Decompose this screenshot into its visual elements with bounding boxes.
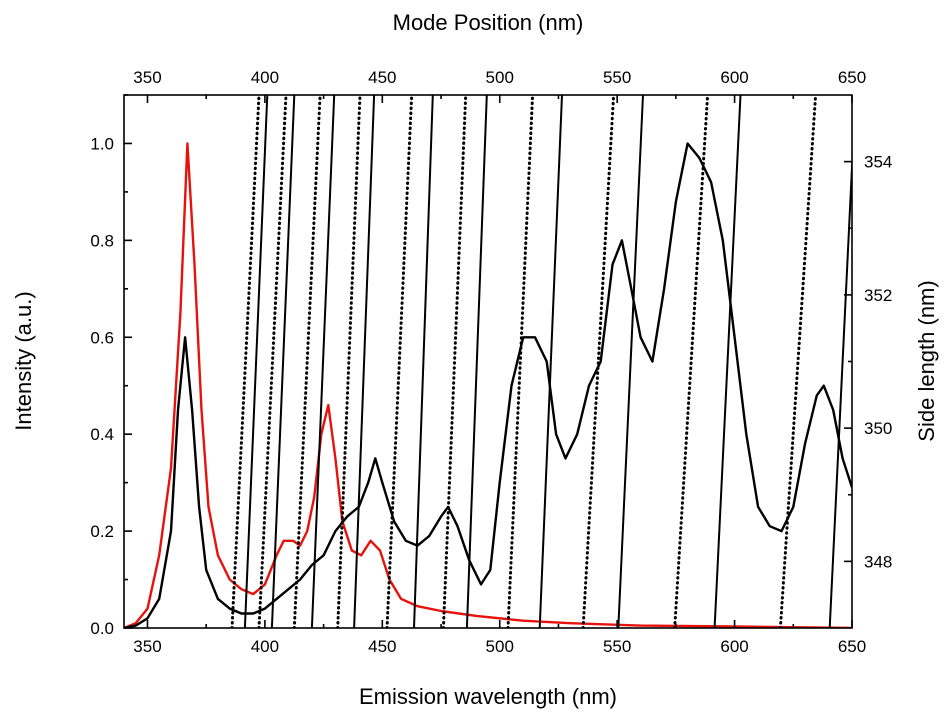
x2-axis-title: Mode Position (nm): [393, 10, 584, 35]
y-tick-label-5: 1.0: [90, 134, 114, 153]
x2-tick-label-5: 600: [720, 68, 748, 87]
spectrum-line-1: [124, 142, 852, 628]
mode-line-2-solid: [270, 95, 296, 628]
x-tick-label-0: 350: [133, 637, 161, 656]
x2-tick-label-2: 450: [368, 68, 396, 87]
mode-line-19-dotted: [673, 95, 710, 628]
x2-tick-label-4: 550: [603, 68, 631, 87]
series-layer: [124, 95, 852, 628]
y-tick-label-2: 0.4: [90, 425, 114, 444]
y2-tick-label-1: 350: [864, 419, 892, 438]
x-tick-label-4: 550: [603, 637, 631, 656]
mode-line-18-dotted: [581, 95, 616, 628]
y-tick-label-0: 0.0: [90, 619, 114, 638]
mode-line-8-solid: [617, 95, 644, 628]
mode-line-20-dotted: [778, 95, 818, 628]
y2-tick-label-0: 348: [864, 552, 892, 571]
x-tick-label-5: 600: [720, 637, 748, 656]
mode-line-12-dotted: [257, 95, 288, 628]
y2-tick-label-3: 354: [864, 153, 892, 172]
mode-line-4-solid: [353, 95, 376, 628]
y2-axis-title: Side length (nm): [914, 280, 939, 441]
mode-line-1-solid: [243, 95, 269, 628]
y-tick-label-4: 0.8: [90, 231, 114, 250]
y-tick-label-3: 0.6: [90, 328, 114, 347]
mode-line-9-solid: [713, 95, 742, 628]
x2-tick-label-0: 350: [133, 68, 161, 87]
x-tick-label-3: 500: [486, 637, 514, 656]
series-group: [124, 95, 852, 628]
mode-line-14-dotted: [336, 95, 362, 628]
x-tick-label-2: 450: [368, 637, 396, 656]
mode-line-13-dotted: [292, 95, 322, 628]
mode-line-15-dotted: [385, 95, 414, 628]
x-tick-label-1: 400: [251, 637, 279, 656]
plot-frame: [123, 94, 853, 629]
mode-line-3-solid: [310, 95, 336, 628]
spectrum-line-2: [124, 142, 852, 628]
x2-tick-label-1: 400: [251, 68, 279, 87]
y2-tick-label-2: 352: [864, 286, 892, 305]
y-tick-label-1: 0.2: [90, 522, 114, 541]
mode-line-16-dotted: [441, 95, 468, 628]
x2-tick-label-6: 650: [838, 68, 866, 87]
mode-line-11-dotted: [230, 95, 261, 628]
mode-line-5-solid: [413, 95, 434, 628]
mode-line-6-solid: [465, 95, 488, 628]
x-axis-title: Emission wavelength (nm): [359, 684, 617, 709]
x2-tick-label-3: 500: [486, 68, 514, 87]
ticks-layer: 350 400 450 500 550 600 650 350 400 450 500 550 600 6…: [90, 68, 892, 656]
y-axis-title: Intensity (a.u.): [11, 291, 36, 430]
mode-line-7-solid: [538, 95, 563, 628]
mode-line-17-dotted: [506, 95, 535, 628]
x-tick-label-6: 650: [838, 637, 866, 656]
